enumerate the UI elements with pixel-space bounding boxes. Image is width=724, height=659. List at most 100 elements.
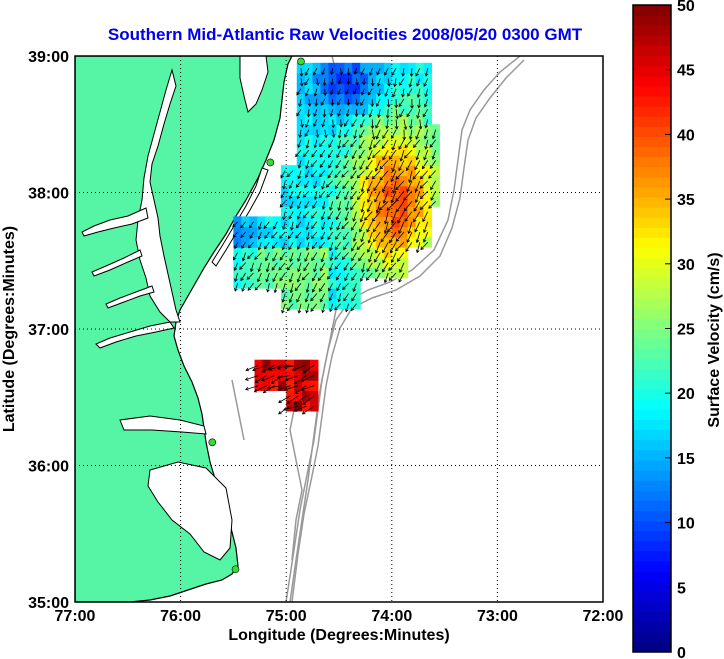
y-tick-label: 37:00: [28, 322, 69, 339]
velocity-vector-head: [295, 153, 299, 158]
velocity-vector: [350, 262, 357, 271]
velocity-vector: [342, 282, 349, 290]
velocity-vector-head: [298, 134, 303, 139]
velocity-cell: [360, 154, 369, 166]
velocity-vector: [429, 160, 436, 169]
velocity-vector: [353, 211, 357, 222]
albemarle-sound: [119, 415, 207, 435]
velocity-vector-head: [395, 186, 399, 191]
velocity-vector: [315, 98, 318, 107]
x-tick-label: 76:00: [160, 608, 201, 625]
velocity-vector: [248, 242, 254, 249]
colorbar-band: [633, 5, 671, 16]
velocity-vector: [351, 293, 357, 302]
velocity-vector-head: [343, 297, 347, 302]
velocity-vector: [304, 68, 310, 76]
velocity-vector: [295, 149, 302, 157]
velocity-vector-head: [342, 286, 346, 291]
velocity-vector: [425, 139, 429, 150]
velocity-vector-head: [341, 174, 345, 178]
velocity-cell: [407, 216, 417, 228]
velocity-vector-head: [353, 135, 357, 140]
velocity-vector: [424, 129, 429, 139]
velocity-vector: [328, 139, 334, 148]
velocity-vector-head: [335, 276, 340, 281]
velocity-vector-head: [379, 176, 384, 181]
velocity-vector-head: [296, 112, 300, 117]
velocity-cell: [352, 134, 361, 146]
velocity-vector: [297, 139, 302, 148]
velocity-vector: [338, 129, 342, 138]
velocity-vector: [283, 211, 286, 220]
velocity-vector-head: [334, 256, 338, 261]
velocity-vector-head: [288, 185, 293, 189]
velocity-vector: [358, 139, 365, 149]
velocity-vector-head: [241, 257, 246, 262]
colorbar-band: [633, 217, 671, 228]
velocity-cell: [407, 206, 417, 217]
velocity-vector-head: [353, 71, 358, 75]
velocity-vector-head: [305, 236, 310, 241]
colorbar-tick-label: 30: [677, 257, 695, 274]
map-area: [74, 55, 604, 603]
velocity-vector-head: [247, 244, 252, 249]
velocity-vector-head: [343, 123, 348, 127]
colorbar-band: [633, 348, 671, 360]
velocity-vector-head: [336, 287, 340, 292]
velocity-vector: [304, 180, 310, 188]
velocity-vector: [385, 88, 389, 97]
velocity-cell: [344, 73, 353, 84]
velocity-vector: [313, 119, 318, 127]
velocity-vector-head: [360, 188, 365, 193]
velocity-cell: [368, 257, 377, 269]
velocity-vector: [359, 221, 365, 233]
velocity-vector: [402, 88, 405, 97]
velocity-vector: [329, 303, 334, 312]
velocity-vector: [266, 262, 270, 272]
velocity-vector: [419, 119, 422, 129]
velocity-vector: [425, 88, 429, 97]
colorbar-band: [633, 318, 671, 329]
velocity-vector-head: [307, 103, 312, 107]
velocity-vector: [332, 119, 334, 128]
velocity-cell: [294, 359, 303, 371]
velocity-vector: [398, 160, 405, 171]
velocity-vector: [298, 170, 302, 179]
velocity-vector: [395, 119, 398, 129]
velocity-vector-head: [356, 246, 361, 250]
velocity-vector-head: [313, 144, 318, 149]
velocity-vector-head: [282, 216, 286, 221]
velocity-cell: [352, 298, 361, 310]
velocity-vector-head: [350, 227, 355, 231]
velocity-vector: [343, 293, 349, 302]
velocity-vector-head: [320, 102, 325, 106]
velocity-vector-head: [404, 154, 408, 159]
velocity-vector: [344, 129, 349, 138]
velocity-vector-head: [408, 179, 412, 184]
velocity-vector-head: [325, 184, 330, 188]
velocity-vector: [422, 211, 429, 222]
radar-stations: [208, 57, 305, 574]
velocity-cell: [415, 154, 425, 166]
velocity-vector-head: [403, 126, 408, 131]
velocity-vector-head: [398, 82, 403, 86]
velocity-vector: [338, 139, 342, 149]
velocity-vector-head: [264, 235, 268, 239]
velocity-vector: [279, 252, 286, 261]
velocity-vector-head: [293, 380, 298, 385]
velocity-vector: [335, 180, 341, 189]
colorbar-tick-label: 45: [677, 63, 695, 80]
colorbar-tick-label: 0: [677, 645, 686, 659]
velocity-vector-head: [296, 278, 301, 283]
velocity-cell: [344, 257, 353, 269]
velocity-vector: [234, 283, 239, 292]
velocity-cell: [360, 206, 369, 217]
velocity-vector: [346, 109, 349, 117]
velocity-vector-head: [284, 377, 289, 382]
velocity-vector-head: [334, 265, 339, 270]
velocity-cell: [288, 257, 298, 269]
velocity-vector: [376, 201, 381, 213]
radar-station-marker: [231, 565, 240, 574]
x-tick-label: 77:00: [55, 608, 96, 625]
velocity-vector-head: [344, 217, 349, 222]
